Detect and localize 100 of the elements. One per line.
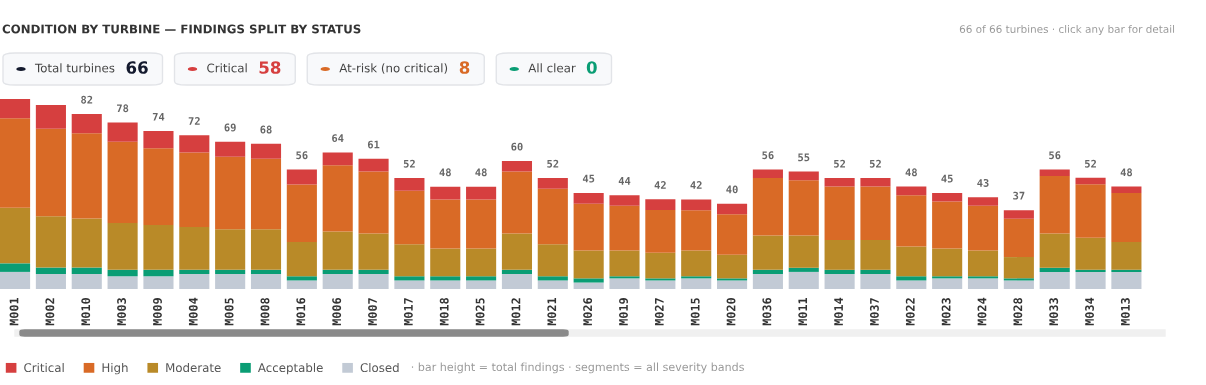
- bar: [717, 254, 748, 279]
- x-tick-label: M037: [869, 298, 879, 326]
- bar: [358, 171, 389, 234]
- chart-title: CONDITION BY TURBINE — FINDINGS SPLIT BY STATUS: [2, 24, 361, 34]
- bar: [645, 280, 676, 289]
- bar: [896, 246, 927, 277]
- bar: [107, 269, 138, 277]
- bar: [824, 239, 855, 270]
- bar: [250, 273, 282, 289]
- annotation: 43: [977, 179, 989, 187]
- bar: [752, 269, 783, 274]
- bar: [752, 169, 783, 179]
- bar: [717, 280, 748, 289]
- x-tick-label: M002: [45, 298, 55, 326]
- x-tick-label: M028: [1013, 298, 1023, 326]
- bar: [322, 165, 353, 232]
- annotation: 56: [1049, 151, 1061, 160]
- bar: [860, 186, 891, 240]
- bar: [501, 171, 533, 234]
- bar: [430, 280, 461, 289]
- bar: [286, 276, 317, 281]
- bar: [1075, 271, 1106, 289]
- bar: [681, 278, 712, 289]
- bar: [573, 282, 604, 289]
- bar: [537, 280, 568, 289]
- bar: [1003, 280, 1034, 289]
- text: 58: [259, 61, 281, 74]
- bar: [1075, 184, 1106, 238]
- bar: [286, 184, 317, 243]
- bar: [932, 278, 963, 289]
- bar: [322, 231, 353, 270]
- bar: [0, 118, 31, 208]
- bar: [394, 190, 425, 245]
- bar: [250, 143, 282, 159]
- annotation: 45: [941, 174, 953, 183]
- bar: [573, 193, 604, 204]
- bar: [1039, 271, 1070, 289]
- bar: [466, 248, 497, 277]
- x-tick-label: M001: [9, 297, 19, 326]
- bar: [1003, 278, 1034, 281]
- bar: [322, 269, 353, 274]
- annotation: 56: [296, 151, 308, 160]
- annotation: 48: [439, 168, 451, 177]
- bar: [717, 214, 748, 255]
- bar: [681, 276, 712, 279]
- bar: [394, 276, 425, 281]
- bar: [932, 248, 963, 277]
- x-tick-label: M026: [583, 297, 593, 326]
- bar: [1075, 269, 1106, 272]
- bar: [932, 276, 963, 279]
- bar: [286, 242, 317, 277]
- bar: [358, 269, 389, 274]
- bar: [107, 141, 138, 223]
- annotation: 37: [1013, 191, 1025, 200]
- annotation: 40: [726, 185, 738, 194]
- bar: [788, 171, 819, 181]
- x-tick-label: M010: [81, 298, 91, 326]
- annotation: 52: [547, 159, 559, 168]
- bar: [967, 278, 999, 289]
- bar: [107, 222, 138, 270]
- bar: [860, 273, 891, 289]
- legend-label: Closed: [360, 362, 399, 373]
- bar: [179, 269, 210, 274]
- bar: [788, 267, 819, 272]
- bar: [215, 273, 246, 289]
- annotation: 52: [1085, 159, 1096, 168]
- x-tick-label: M012: [511, 298, 521, 326]
- bar: [394, 280, 425, 289]
- bar: [824, 186, 855, 240]
- bar: [896, 276, 927, 281]
- x-tick-label: M025: [475, 298, 485, 326]
- annotation: 48: [475, 168, 487, 177]
- bar: [645, 199, 676, 210]
- bar: [896, 186, 927, 196]
- bar: [537, 244, 568, 277]
- bar: [322, 273, 353, 289]
- bar: [1039, 267, 1070, 272]
- annotation: 68: [260, 125, 272, 134]
- annotation: 42: [654, 181, 666, 189]
- bar: [250, 269, 282, 274]
- bar: [537, 188, 568, 245]
- bar: [215, 156, 246, 230]
- bar: [788, 235, 819, 268]
- x-tick-label: M024: [977, 297, 987, 326]
- annotation: 72: [188, 117, 200, 125]
- x-tick-label: M021: [547, 297, 557, 326]
- annotation: 52: [403, 159, 415, 168]
- x-tick-label: M017: [403, 298, 413, 326]
- bar: [681, 210, 712, 251]
- bar: [967, 197, 999, 206]
- bar: [860, 178, 891, 187]
- bar: [358, 273, 389, 289]
- bar: [430, 186, 461, 200]
- x-tick-label: M008: [260, 298, 270, 326]
- bar: [143, 224, 174, 270]
- bar: [143, 269, 174, 277]
- x-tick-label: M013: [1120, 298, 1130, 326]
- x-tick-label: M034: [1085, 297, 1094, 326]
- bar: [1039, 175, 1070, 234]
- bar: [824, 273, 855, 289]
